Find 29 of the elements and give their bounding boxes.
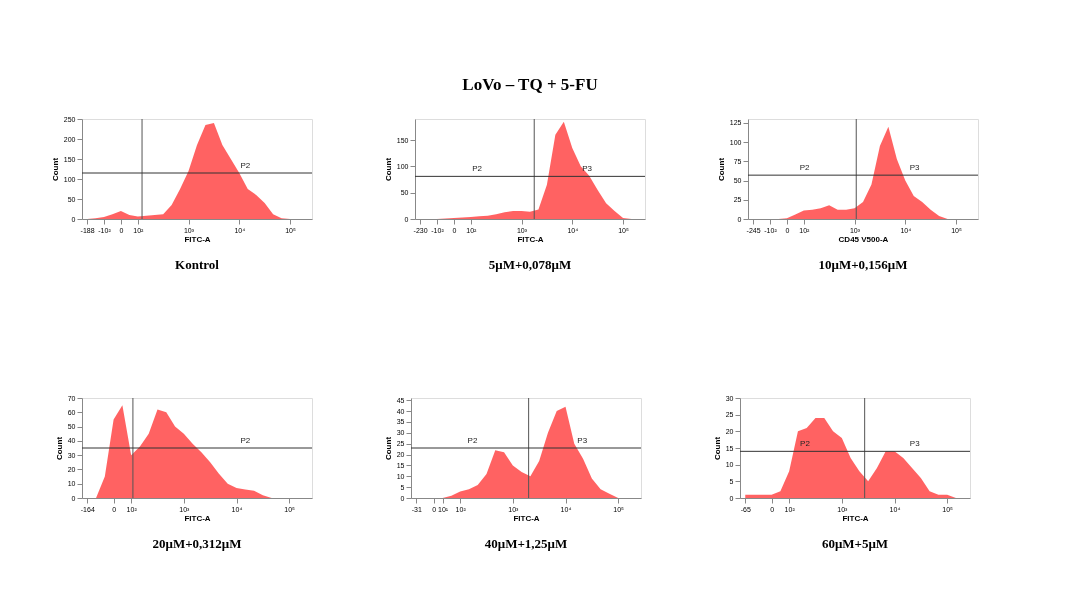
x-axis-title: FITC-A [842, 513, 869, 523]
y-axis-title: Count [54, 436, 64, 461]
y-axis-title: Count [712, 436, 722, 461]
y-axis-title: Count [50, 157, 60, 182]
ref-line-label: P2 [799, 163, 811, 173]
chart-title: LoVo – TQ + 5-FU [462, 75, 598, 94]
ref-line-label: P2 [240, 161, 251, 170]
annotation: P3 [909, 163, 921, 173]
text: 60μM+5μM [821, 536, 889, 551]
y-axis-title: Count [716, 157, 726, 182]
text: 20μM+0,312μM [152, 536, 242, 551]
x-axis-title: FITC-A [184, 234, 211, 244]
annotation: P3 [577, 436, 588, 445]
ref-line-label: P2 [240, 436, 251, 445]
ref-line-label: P2 [800, 439, 811, 449]
y-axis-title: Count [383, 157, 393, 182]
x-axis-title: FITC-A [513, 513, 540, 523]
ref-line-label: P2 [467, 436, 478, 445]
y-axis-title: Count [383, 436, 393, 461]
x-axis-title: FITC-A [517, 234, 544, 244]
annotation: P3 [582, 164, 593, 174]
text: 5μM+0,078μM [488, 257, 572, 272]
text: 10μM+0,156μM [818, 257, 908, 272]
text: 40μM+1,25μM [484, 536, 568, 551]
text: Kontrol [175, 257, 220, 272]
x-axis-title: CD45 V500-A [838, 234, 889, 244]
x-axis-title: FITC-A [184, 513, 211, 523]
ref-line-label: P2 [472, 164, 483, 174]
annotation: P3 [909, 439, 921, 449]
